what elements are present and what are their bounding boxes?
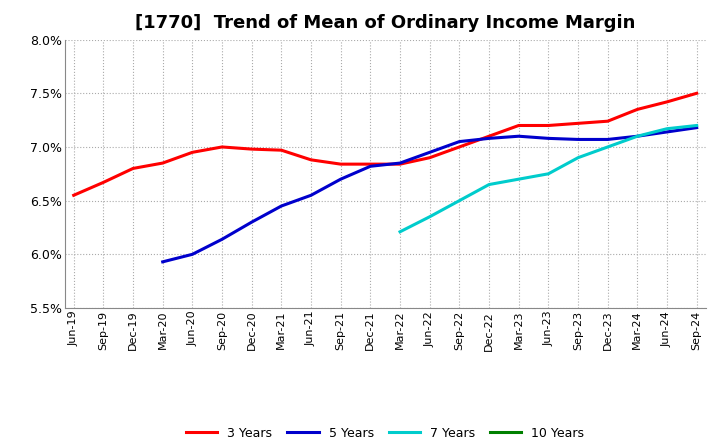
3 Years: [307, 157, 315, 162]
5 Years: [426, 150, 434, 155]
5 Years: [366, 164, 374, 169]
3 Years: [426, 155, 434, 160]
7 Years: [426, 214, 434, 220]
7 Years: [662, 126, 671, 132]
7 Years: [455, 198, 464, 203]
5 Years: [633, 134, 642, 139]
5 Years: [574, 137, 582, 142]
3 Years: [514, 123, 523, 128]
7 Years: [485, 182, 493, 187]
5 Years: [158, 259, 167, 264]
5 Years: [514, 134, 523, 139]
3 Years: [633, 107, 642, 112]
3 Years: [693, 91, 701, 96]
3 Years: [188, 150, 197, 155]
5 Years: [603, 137, 612, 142]
3 Years: [662, 99, 671, 105]
3 Years: [485, 134, 493, 139]
3 Years: [277, 147, 286, 153]
3 Years: [336, 161, 345, 167]
7 Years: [396, 229, 405, 235]
5 Years: [307, 193, 315, 198]
5 Years: [396, 161, 405, 166]
5 Years: [248, 220, 256, 225]
3 Years: [217, 144, 226, 150]
3 Years: [574, 121, 582, 126]
5 Years: [662, 129, 671, 135]
5 Years: [336, 176, 345, 182]
7 Years: [574, 155, 582, 160]
3 Years: [99, 180, 108, 185]
7 Years: [514, 176, 523, 182]
3 Years: [544, 123, 553, 128]
7 Years: [693, 123, 701, 128]
Line: 5 Years: 5 Years: [163, 128, 697, 262]
5 Years: [544, 136, 553, 141]
7 Years: [544, 171, 553, 176]
3 Years: [366, 161, 374, 167]
3 Years: [248, 147, 256, 152]
Line: 7 Years: 7 Years: [400, 125, 697, 232]
3 Years: [455, 144, 464, 150]
5 Years: [188, 252, 197, 257]
7 Years: [603, 144, 612, 150]
5 Years: [693, 125, 701, 130]
5 Years: [217, 237, 226, 242]
3 Years: [396, 161, 405, 167]
Title: [1770]  Trend of Mean of Ordinary Income Margin: [1770] Trend of Mean of Ordinary Income …: [135, 15, 635, 33]
Legend: 3 Years, 5 Years, 7 Years, 10 Years: 3 Years, 5 Years, 7 Years, 10 Years: [186, 427, 585, 440]
5 Years: [455, 139, 464, 144]
3 Years: [158, 161, 167, 166]
7 Years: [633, 134, 642, 139]
3 Years: [129, 166, 138, 171]
5 Years: [485, 136, 493, 141]
5 Years: [277, 203, 286, 209]
3 Years: [603, 118, 612, 124]
Line: 3 Years: 3 Years: [73, 93, 697, 195]
3 Years: [69, 193, 78, 198]
